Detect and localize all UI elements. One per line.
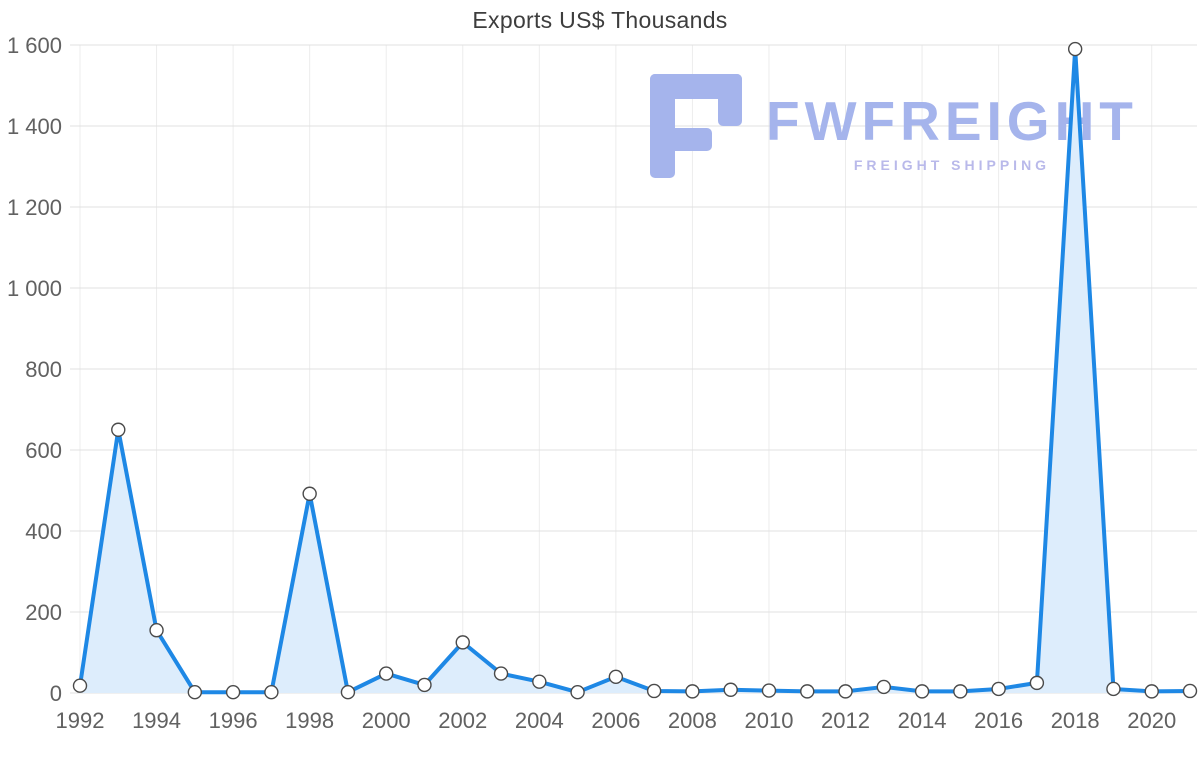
y-axis-tick-label: 1 200 [7,195,62,220]
data-point-marker[interactable] [340,684,356,700]
x-axis-tick-label: 1996 [209,708,258,733]
brand-tagline: FREIGHT SHIPPING [853,157,1051,173]
data-point-marker[interactable] [876,679,891,695]
x-axis-tick-label: 2018 [1051,708,1100,733]
x-axis-tick-label: 2020 [1127,708,1176,733]
x-axis-tick-label: 1998 [285,708,334,733]
data-point-marker[interactable] [991,681,1006,697]
x-axis-tick-label: 2002 [438,708,487,733]
x-axis-tick-label: 1994 [132,708,181,733]
x-axis-tick-label: 2010 [744,708,793,733]
data-point-marker[interactable] [1106,681,1121,697]
y-axis-tick-label: 200 [25,600,62,625]
y-axis-tick-label: 400 [25,519,62,544]
data-point-marker[interactable] [532,674,547,689]
data-point-marker[interactable] [72,678,88,693]
data-point-marker[interactable] [800,684,815,699]
data-point-marker[interactable] [685,684,700,699]
y-axis-tick-label: 0 [50,681,62,706]
data-point-marker[interactable] [761,683,777,698]
data-point-marker[interactable] [1144,684,1159,699]
data-point-marker[interactable] [302,486,317,501]
data-point-marker[interactable] [838,684,853,699]
y-axis-tick-label: 1 600 [7,33,62,58]
data-point-marker[interactable] [914,684,930,699]
data-point-marker[interactable] [187,684,203,700]
x-axis-tick-label: 2000 [362,708,411,733]
y-axis-tick-label: 1 400 [7,114,62,139]
chart-title: Exports US$ Thousands [472,7,728,33]
y-axis-tick-label: 800 [25,357,62,382]
x-axis-tick-label: 2006 [591,708,640,733]
data-point-marker[interactable] [570,684,585,700]
data-point-marker[interactable] [1067,41,1083,57]
x-axis-tick-label: 2016 [974,708,1023,733]
x-axis-tick-label: 2004 [515,708,564,733]
data-point-marker[interactable] [493,666,509,681]
data-point-marker[interactable] [225,684,241,700]
data-point-marker[interactable] [1182,683,1198,699]
data-point-marker[interactable] [149,623,164,638]
data-point-marker[interactable] [111,422,126,437]
x-axis-tick-label: 2008 [668,708,717,733]
data-point-marker[interactable] [723,682,738,697]
data-point-marker[interactable] [646,683,662,699]
data-point-marker[interactable] [379,666,394,681]
data-point-marker[interactable] [455,635,470,650]
data-point-marker[interactable] [264,684,279,700]
y-axis-tick-label: 1 000 [7,276,62,301]
x-axis-tick-label: 2012 [821,708,870,733]
data-point-marker[interactable] [608,669,624,684]
data-point-marker[interactable] [417,677,432,693]
data-point-marker[interactable] [953,684,968,699]
x-axis-tick-label: 2014 [898,708,947,733]
y-axis-tick-label: 600 [25,438,62,463]
data-point-marker[interactable] [1029,675,1045,691]
x-axis-tick-label: 1992 [56,708,105,733]
chart-line [78,47,1192,695]
chart-area-fill [80,49,1190,694]
fwfreight-logo-icon [650,74,742,178]
